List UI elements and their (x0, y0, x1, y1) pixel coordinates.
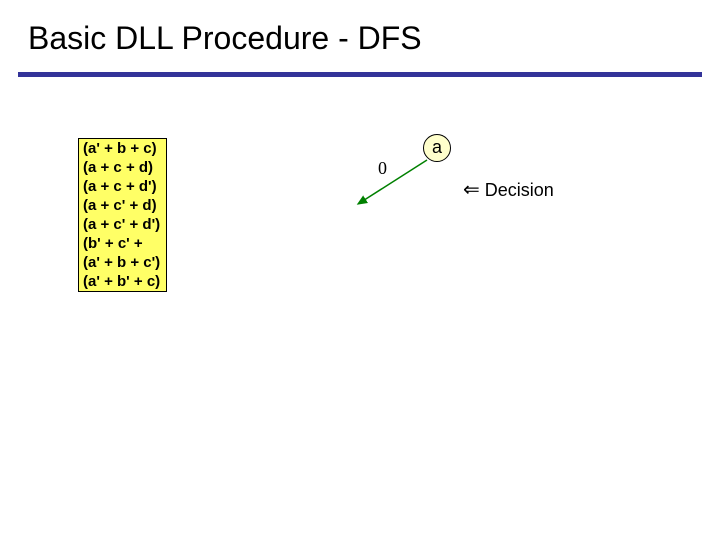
decision-text: Decision (480, 180, 554, 200)
node-a: a (423, 134, 451, 162)
title-divider (18, 72, 702, 77)
clause-item: (b' + c' + (79, 234, 166, 253)
clause-item: (a + c' + d') (79, 215, 166, 234)
edge-a-0 (358, 160, 427, 204)
clause-list: (a' + b + c)(a + c + d)(a + c + d')(a + … (78, 138, 167, 292)
slide-root: Basic DLL Procedure - DFS (a' + b + c)(a… (0, 0, 720, 540)
clause-item: (a' + b + c) (79, 139, 166, 158)
node-a-label: a (432, 137, 442, 157)
slide-title: Basic DLL Procedure - DFS (28, 20, 422, 57)
edge-label-0: 0 (378, 158, 387, 179)
clause-item: (a + c + d) (79, 158, 166, 177)
clause-item: (a + c' + d) (79, 196, 166, 215)
left-double-arrow-icon: ⇐ (463, 179, 480, 201)
decision-annotation: ⇐ Decision (463, 177, 554, 202)
clause-item: (a' + b + c') (79, 253, 166, 272)
clause-item: (a + c + d') (79, 177, 166, 196)
clause-item: (a' + b' + c) (79, 272, 166, 291)
